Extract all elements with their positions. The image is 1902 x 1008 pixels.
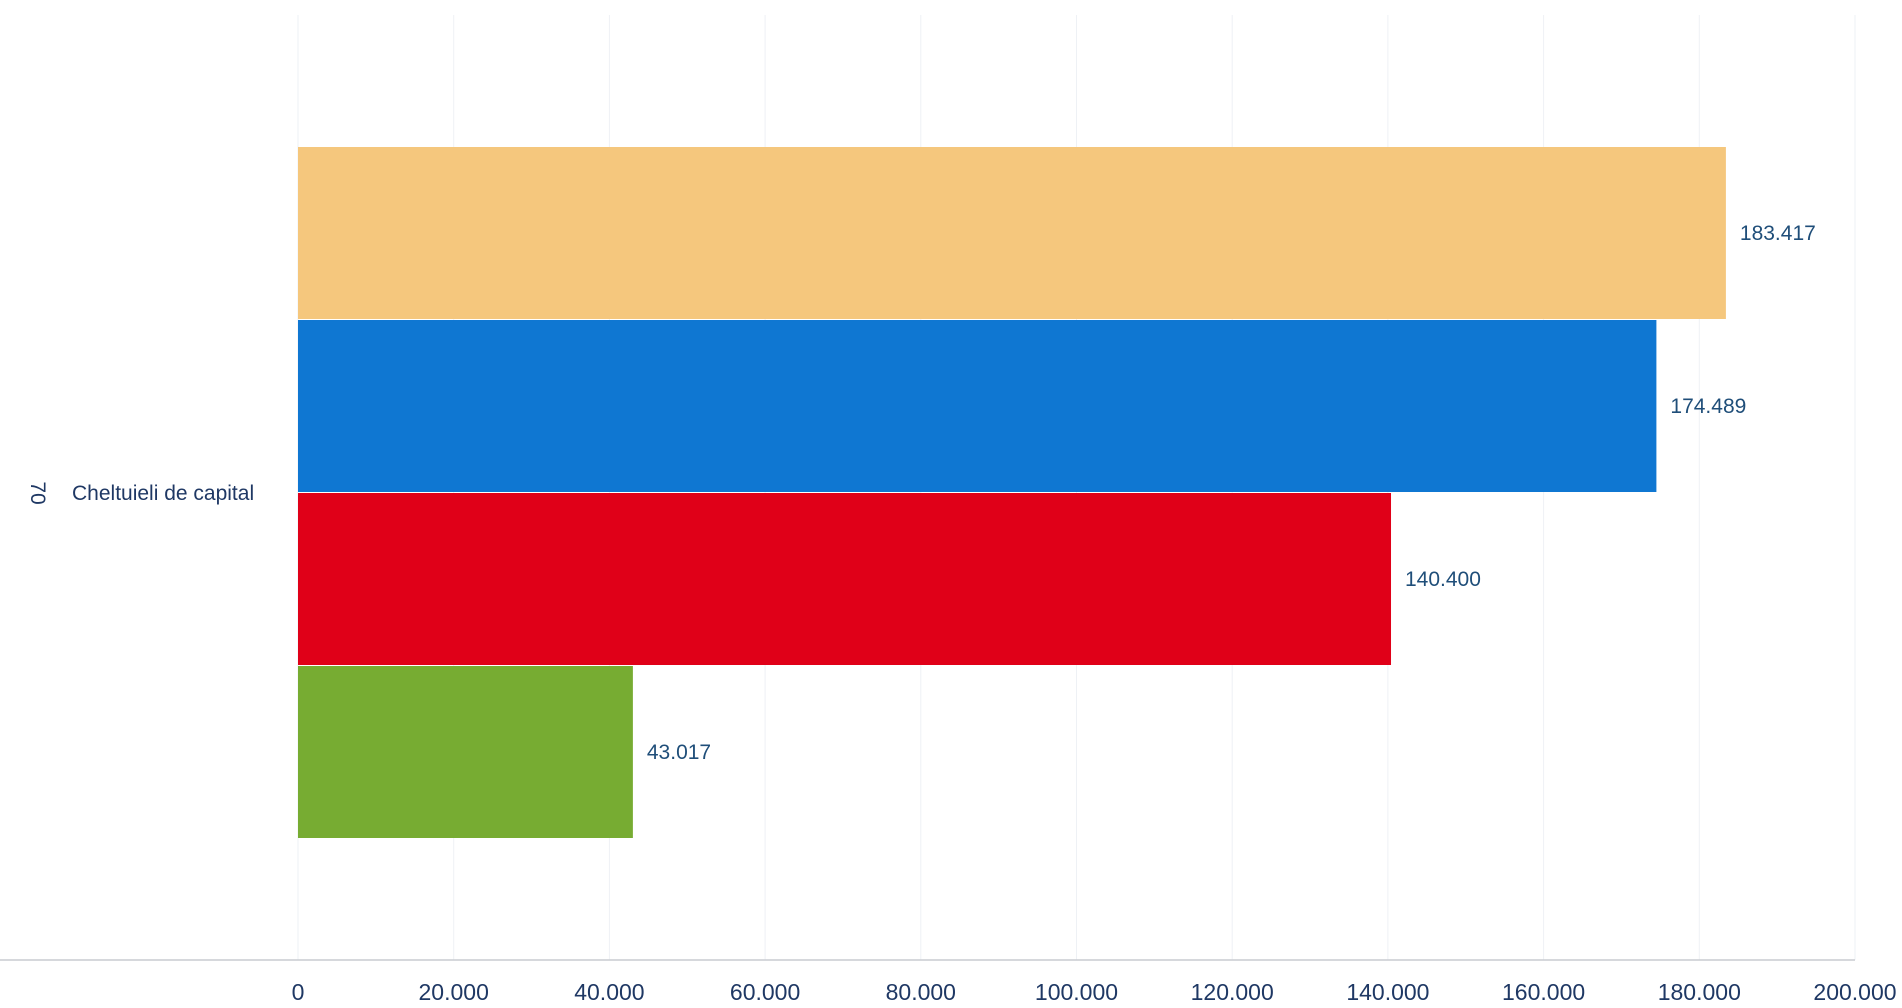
- bar-value-label: 43.017: [647, 741, 711, 764]
- x-tick-label: 180.000: [1658, 979, 1741, 1005]
- data-labels: 183.417 174.489 140.400 43.017: [647, 222, 1816, 764]
- bar: [298, 147, 1726, 319]
- x-tick-label: 80.000: [886, 979, 956, 1005]
- x-tick-labels: 0 20.000 40.000 60.000 80.000 100.000 120.000 1…: [292, 979, 1897, 1005]
- x-tick-label: 120.000: [1191, 979, 1274, 1005]
- x-tick-label: 100.000: [1035, 979, 1118, 1005]
- bar-value-label: 183.417: [1740, 222, 1816, 245]
- x-tick-label: 160.000: [1502, 979, 1585, 1005]
- x-tick-label: 60.000: [730, 979, 800, 1005]
- bar: [298, 493, 1392, 665]
- category-label: Cheltuieli de capital: [72, 482, 254, 505]
- category-code-label: 70: [26, 481, 49, 504]
- bar: [298, 320, 1657, 492]
- x-tick-label: 40.000: [574, 979, 644, 1005]
- x-tick-label: 140.000: [1346, 979, 1429, 1005]
- bars: [298, 147, 1726, 838]
- bar: [298, 666, 633, 838]
- bar-value-label: 140.400: [1405, 568, 1481, 591]
- bar-value-label: 174.489: [1670, 395, 1746, 418]
- x-tick-label: 20.000: [419, 979, 489, 1005]
- x-tick-label: 200.000: [1813, 979, 1896, 1005]
- x-tick-label: 0: [292, 979, 305, 1005]
